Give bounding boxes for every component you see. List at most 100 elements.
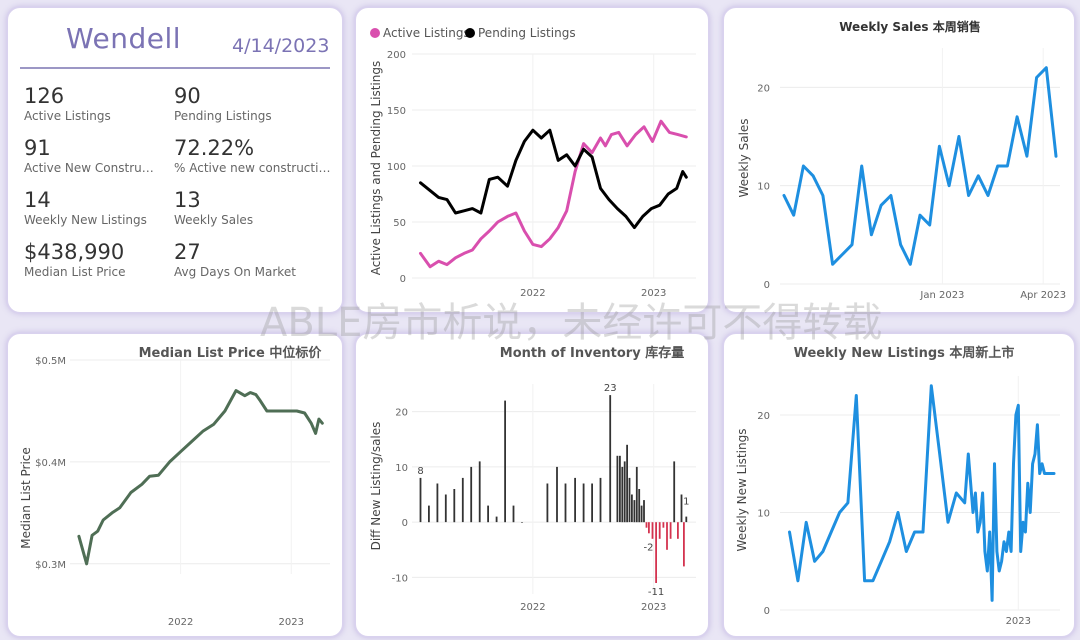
legend-marker-pending: [465, 28, 475, 38]
y-tick-label: 0: [764, 280, 770, 291]
bar: [574, 477, 576, 523]
bar: [643, 500, 645, 523]
y-tick-label: $0.5M: [35, 356, 66, 367]
x-tick-label: Apr 2023: [1020, 290, 1066, 301]
x-tick-label: Jan 2023: [919, 290, 964, 301]
bar: [655, 522, 657, 583]
bar: [599, 477, 602, 523]
bar: [616, 455, 619, 523]
y-axis-title: Active Listings and Pending Listings: [369, 61, 383, 276]
y-axis-title: Median List Price: [19, 447, 33, 549]
bar: [419, 477, 422, 523]
y-tick-label: 10: [757, 509, 770, 520]
bar: [495, 516, 498, 523]
kpi-value: 126: [24, 84, 65, 108]
chart-title: Weekly Sales 本周销售: [839, 19, 981, 34]
x-tick-label: 2022: [520, 288, 545, 299]
data-label: -11: [648, 587, 664, 598]
x-tick-label: 2023: [1006, 616, 1031, 627]
active-pending-svg: Active Listings Pending Listings Active …: [369, 26, 696, 299]
kpi-label: Weekly Sales: [174, 213, 254, 227]
bar: [648, 522, 650, 534]
x-tick-label: 2023: [641, 288, 666, 299]
bar: [662, 522, 665, 528]
y-tick-label: 20: [757, 83, 770, 94]
bar: [683, 522, 685, 567]
kpi-pending-listings: 90 Pending Listings: [174, 84, 334, 124]
data-label: 23: [604, 383, 617, 394]
title-divider: [20, 67, 330, 69]
bar: [640, 505, 643, 523]
bar: [487, 505, 489, 523]
bar: [626, 444, 628, 523]
active-pending-listings-chart: Active Listings Pending Listings Active …: [354, 6, 710, 314]
chart-title: Median List Price 中位标价: [139, 345, 323, 361]
bar: [628, 477, 631, 523]
series-line-pending-listings: [419, 128, 688, 230]
data-label: 1: [683, 497, 689, 508]
report-date: 4/14/2023: [232, 35, 330, 57]
kpi-label: Avg Days On Market: [174, 265, 296, 279]
bar: [546, 483, 549, 523]
kpi-active-new-construction: 91 Active New Constructi...: [24, 136, 158, 176]
y-tick-label: 200: [387, 50, 406, 61]
x-tick-label: 2022: [520, 602, 545, 613]
weekly-sales-chart: Weekly Sales 本周销售 Weekly Sales 0 10 20 Jan …: [722, 6, 1076, 314]
kpi-label: Median List Price: [24, 265, 126, 279]
kpi-label: Pending Listings: [174, 109, 272, 123]
kpi-label: % Active new constructions: [174, 161, 334, 175]
kpi-summary-card: Wendell 4/14/2023 126 Active Listings 90…: [6, 6, 344, 314]
bar: [635, 466, 638, 523]
kpi-pct-active-new-construction: 72.22% % Active new constructions: [174, 136, 334, 176]
bar: [504, 400, 506, 523]
kpi-label: Weekly New Listings: [24, 213, 147, 227]
kpi-avg-days-on-market: 27 Avg Days On Market: [174, 240, 334, 280]
bar: [609, 395, 612, 523]
bar: [428, 505, 430, 523]
x-tick-label: 2023: [641, 602, 666, 613]
month-of-inventory-chart: Month of Inventory 库存量 Diff New Listing/…: [354, 332, 710, 638]
bar: [645, 522, 648, 528]
bar: [444, 494, 447, 523]
kpi-value: 13: [174, 188, 201, 212]
bar: [685, 516, 688, 523]
bar: [512, 505, 515, 523]
bar: [461, 477, 464, 523]
median-price-svg: Median List Price 中位标价 Median List Price…: [19, 345, 330, 628]
kpi-value: 72.22%: [174, 136, 255, 160]
bar: [521, 522, 523, 523]
kpi-value: 90: [174, 84, 201, 108]
bar: [556, 466, 558, 523]
x-tick-label: 2023: [279, 617, 304, 628]
y-tick-label: 0: [400, 274, 406, 285]
kpi-median-list-price: $438,990 Median List Price: [24, 240, 184, 280]
x-tick-label: 2022: [168, 617, 193, 628]
y-axis-title: Weekly Sales: [737, 118, 751, 197]
bar: [677, 522, 679, 539]
kpi-label: Active New Constructi...: [24, 161, 158, 175]
legend-label-active: Active Listings: [383, 26, 470, 40]
bar: [619, 455, 621, 523]
inventory-svg: Month of Inventory 库存量 Diff New Listing/…: [369, 345, 696, 613]
y-tick-label: 100: [387, 162, 406, 173]
y-tick-label: 20: [757, 411, 770, 422]
series-line-main: [77, 389, 324, 566]
bar: [623, 461, 626, 523]
kpi-value: 14: [24, 188, 51, 212]
bar: [633, 500, 636, 523]
y-tick-label: 10: [395, 463, 408, 474]
bar: [651, 522, 654, 539]
chart-title: Weekly New Listings 本周新上市: [794, 345, 1015, 361]
kpi-value: $438,990: [24, 240, 125, 264]
bar: [658, 522, 661, 539]
bar: [631, 494, 633, 523]
bar: [478, 461, 481, 523]
series-line-main: [788, 384, 1056, 602]
weekly-new-listings-chart: Weekly New Listings 本周新上市 Weekly New Lis…: [722, 332, 1076, 638]
weekly-sales-svg: Weekly Sales 本周销售 Weekly Sales 0 10 20 Jan …: [737, 19, 1066, 301]
legend-label-pending: Pending Listings: [478, 26, 576, 40]
bar: [621, 466, 624, 523]
city-name: Wendell: [66, 22, 182, 55]
kpi-value: 91: [24, 136, 51, 160]
kpi-weekly-sales: 13 Weekly Sales: [174, 188, 334, 228]
